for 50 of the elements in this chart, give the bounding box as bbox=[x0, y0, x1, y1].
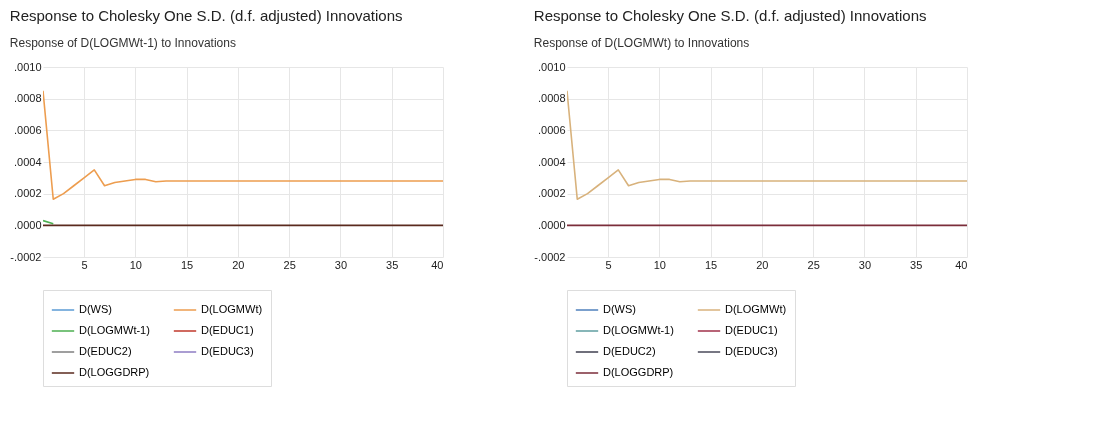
legend-label: D(LOGMWt-1) bbox=[79, 324, 150, 336]
x-tick-label: 25 bbox=[283, 258, 296, 271]
legend-label: D(EDUC1) bbox=[725, 324, 778, 336]
legend-label: D(LOGGDRP) bbox=[79, 366, 150, 378]
y-tick-label: .0008 bbox=[537, 92, 566, 105]
x-tick-label: 15 bbox=[704, 258, 718, 271]
x-tick-label: 15 bbox=[180, 258, 194, 271]
y-tick-label: .0010 bbox=[537, 60, 566, 73]
y-tick-label: .0000 bbox=[537, 218, 566, 231]
chart-title: Response to Cholesky One S.D. (d.f. adjusted) Innovations bbox=[9, 7, 403, 24]
chart-title: Response to Cholesky One S.D. (d.f. adjusted) Innovations bbox=[533, 7, 927, 24]
x-tick-label: 30 bbox=[858, 258, 872, 271]
legend-label: D(EDUC2) bbox=[79, 345, 132, 357]
x-tick-label: 40 bbox=[955, 258, 968, 271]
legend-label: D(WS) bbox=[603, 303, 636, 315]
y-tick-label: -.0002 bbox=[534, 250, 566, 263]
x-tick-label: 40 bbox=[431, 258, 444, 271]
chart-subtitle: Response of D(LOGMWt) to Innovations bbox=[533, 36, 750, 50]
legend-label: D(LOGMWt) bbox=[201, 303, 263, 315]
legend-label: D(LOGMWt) bbox=[725, 303, 787, 315]
y-tick-label: .0006 bbox=[13, 123, 42, 136]
x-tick-label: 10 bbox=[129, 258, 142, 271]
y-tick-label: .0004 bbox=[13, 155, 42, 168]
legend-label: D(LOGGDRP) bbox=[603, 366, 674, 378]
y-tick-label: .0000 bbox=[13, 218, 42, 231]
x-tick-label: 35 bbox=[910, 258, 923, 271]
y-tick-label: .0008 bbox=[13, 92, 42, 105]
x-tick-label: 5 bbox=[605, 258, 612, 271]
x-tick-label: 25 bbox=[807, 258, 820, 271]
y-tick-label: .0006 bbox=[537, 123, 566, 136]
y-tick-label: .0002 bbox=[537, 187, 566, 200]
x-tick-label: 10 bbox=[653, 258, 666, 271]
y-tick-label: .0004 bbox=[537, 155, 566, 168]
x-tick-label: 20 bbox=[756, 258, 769, 271]
x-tick-label: 30 bbox=[334, 258, 348, 271]
y-tick-label: .0010 bbox=[13, 60, 42, 73]
line-series bbox=[43, 89, 443, 201]
x-tick-label: 5 bbox=[81, 258, 88, 271]
x-tick-label: 20 bbox=[232, 258, 245, 271]
y-tick-label: -.0002 bbox=[10, 250, 42, 263]
legend-label: D(EDUC3) bbox=[201, 345, 254, 357]
legend-label: D(WS) bbox=[79, 303, 112, 315]
legend-label: D(EDUC2) bbox=[603, 345, 656, 357]
line-series bbox=[567, 89, 967, 201]
chart-subtitle: Response of D(LOGMWt-1) to Innovations bbox=[9, 36, 236, 50]
y-tick-label: .0002 bbox=[13, 187, 42, 200]
legend-label: D(EDUC1) bbox=[201, 324, 254, 336]
legend-label: D(LOGMWt-1) bbox=[603, 324, 674, 336]
x-tick-label: 35 bbox=[386, 258, 399, 271]
legend-label: D(EDUC3) bbox=[725, 345, 778, 357]
